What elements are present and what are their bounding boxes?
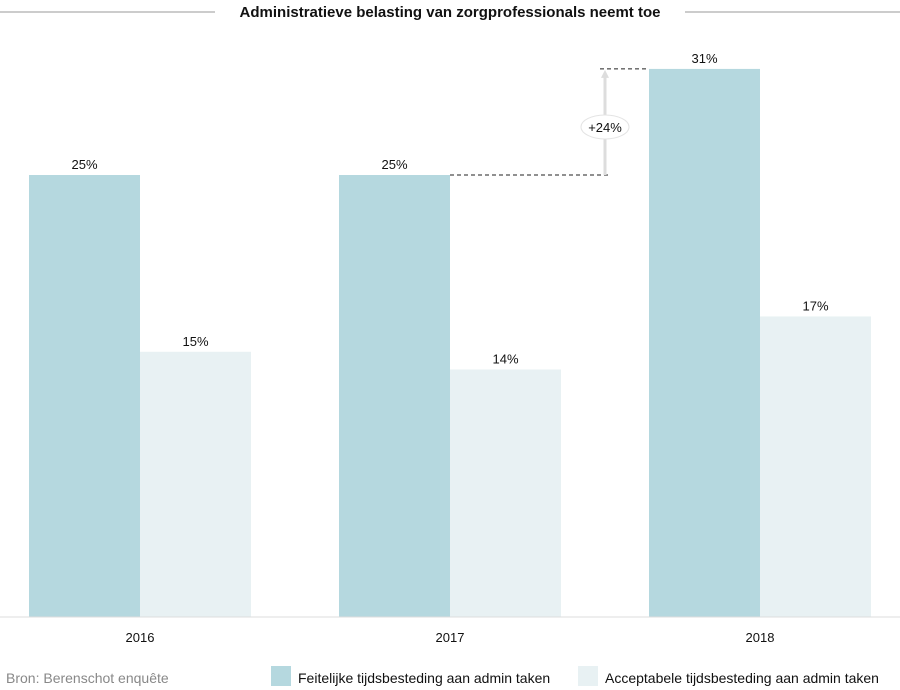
bar-2017-series-2	[450, 369, 561, 617]
data-label-2016-series-1: 25%	[71, 157, 97, 172]
arrow-up-icon	[601, 69, 609, 78]
chart-title: Administratieve belasting van zorgprofes…	[240, 4, 661, 21]
data-label-2018-series-1: 31%	[691, 51, 717, 66]
data-label-2017-series-2: 14%	[492, 351, 518, 366]
data-label-2018-series-2: 17%	[802, 298, 828, 313]
bar-2018-series-2	[760, 316, 871, 617]
legend-label-series-2: Acceptabele tijdsbesteding aan admin tak…	[605, 670, 879, 686]
legend-label-series-1: Feitelijke tijdsbesteding aan admin take…	[298, 670, 550, 686]
bar-2018-series-1	[649, 68, 760, 618]
legend-swatch-series-2	[578, 666, 598, 686]
annotation-label: +24%	[588, 120, 622, 135]
bar-2016-series-2	[140, 351, 251, 617]
data-label-2016-series-2: 15%	[182, 334, 208, 349]
bar-2016-series-1	[29, 175, 140, 617]
legend-swatch-series-1	[271, 666, 291, 686]
source-note: Bron: Berenschot enquête	[6, 670, 169, 686]
annotation-bubble	[580, 114, 630, 140]
x-tick-label-2018: 2018	[746, 630, 775, 645]
x-tick-label-2016: 2016	[126, 630, 155, 645]
x-tick-label-2017: 2017	[436, 630, 465, 645]
data-label-2017-series-1: 25%	[381, 157, 407, 172]
bar-2017-series-1	[339, 175, 450, 617]
